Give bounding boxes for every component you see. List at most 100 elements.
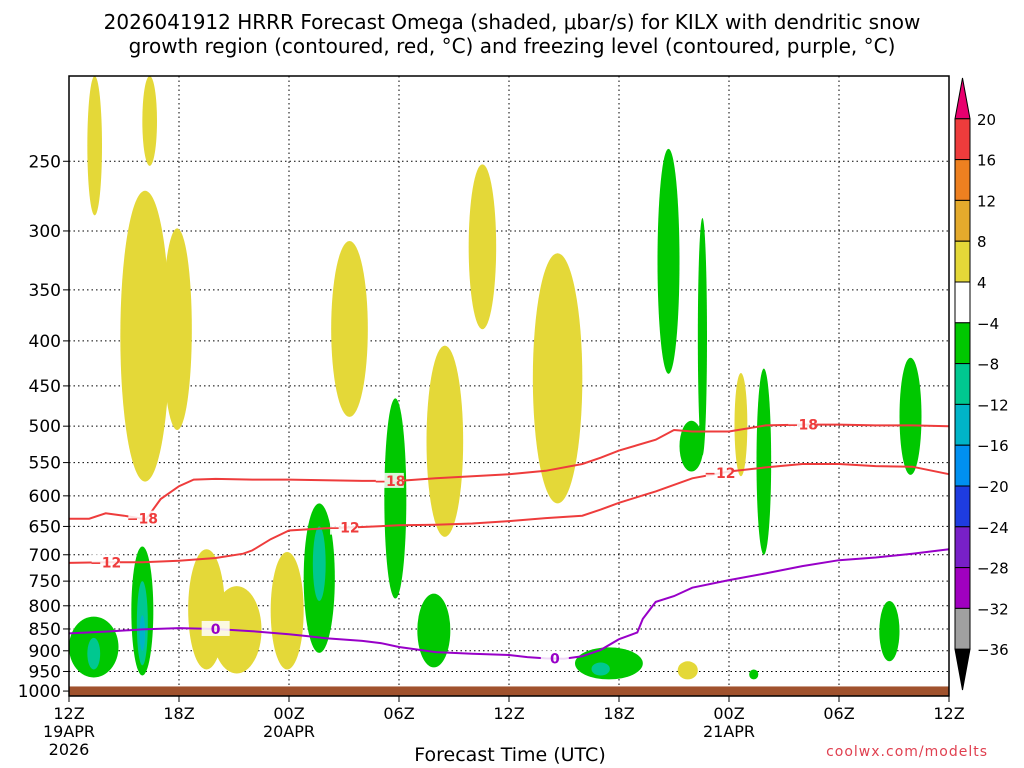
colorbar-tip-top bbox=[954, 77, 971, 120]
dgz-minus12-label-2: −12 bbox=[704, 466, 735, 482]
y-tick-label-350: 350 bbox=[29, 281, 61, 301]
y-tick-label-600: 600 bbox=[29, 487, 61, 507]
x-tick-label-12: 00Z bbox=[273, 704, 304, 723]
omega-area-pos4-5 bbox=[426, 345, 464, 537]
colorbar-label-6: −8 bbox=[977, 356, 999, 374]
colorbar-swatch-3 bbox=[954, 199, 971, 242]
colorbar-label-11: −28 bbox=[977, 560, 1009, 578]
y-tick-label-700: 700 bbox=[29, 546, 61, 566]
dgz-minus18-label-bg-2 bbox=[788, 416, 817, 432]
y-tick-label-250: 250 bbox=[29, 152, 61, 172]
omega-area-neg4-18 bbox=[384, 398, 407, 599]
colorbar-swatch-9 bbox=[954, 444, 971, 487]
x-tick-label-0: 12Z bbox=[53, 704, 84, 723]
omega-area-neg4-19 bbox=[417, 593, 451, 668]
x-tick-label-42: 06Z bbox=[823, 704, 854, 723]
omega-area-neg8-26 bbox=[312, 526, 326, 601]
omega-area-neg4-24 bbox=[749, 669, 759, 680]
omega-area-pos4-12 bbox=[677, 661, 698, 680]
omega-area-pos4-6 bbox=[468, 164, 497, 330]
dgz-minus12-label-0: −12 bbox=[90, 555, 121, 571]
omega-area-neg8-29 bbox=[591, 662, 610, 676]
omega-area-neg4-25 bbox=[879, 600, 900, 662]
x-date-label-0: 19APR bbox=[43, 722, 95, 741]
colorbar-swatch-7 bbox=[954, 363, 971, 405]
y-tick-label-400: 400 bbox=[29, 332, 61, 352]
omega-area-neg4-14 bbox=[679, 420, 704, 472]
ground-surface bbox=[69, 686, 949, 696]
y-tick-label-900: 900 bbox=[29, 642, 61, 662]
dgz-minus18-line bbox=[69, 423, 950, 521]
colorbar-swatch-2 bbox=[954, 159, 971, 201]
colorbar-label-7: −12 bbox=[977, 396, 1009, 414]
dgz-minus12-label-bg-1 bbox=[330, 519, 358, 535]
freezing-level-label-bg-1 bbox=[540, 650, 569, 666]
dgz-minus18-label-bg-1 bbox=[375, 472, 404, 488]
x-year-label: 2026 bbox=[49, 740, 90, 759]
dgz-minus18-label-1: −18 bbox=[374, 474, 405, 490]
omega-area-pos4-3 bbox=[162, 228, 192, 430]
colorbar: 20 16 12 8 4 −4 −8 −12 −16 −20 −24 −28 −32 −36 bbox=[954, 77, 1009, 691]
colorbar-label-1: 16 bbox=[977, 152, 996, 170]
x-tick-label-36: 00Z bbox=[713, 704, 744, 723]
y-axis: 2503003504004505005506006507007508008509… bbox=[18, 152, 69, 702]
omega-area-neg8-28 bbox=[87, 637, 101, 670]
x-tick-label-6: 18Z bbox=[163, 704, 194, 723]
colorbar-swatch-5 bbox=[954, 281, 971, 324]
dgz-minus12-label-1: −12 bbox=[328, 521, 359, 537]
colorbar-label-12: −32 bbox=[977, 600, 1009, 618]
colorbar-label-8: −16 bbox=[977, 437, 1009, 455]
freezing-level-label-bg-0 bbox=[201, 620, 230, 636]
dgz-minus18-label-0: −18 bbox=[127, 512, 158, 528]
y-tick-label-750: 750 bbox=[29, 572, 61, 592]
dgz-minus12-line bbox=[68, 463, 950, 564]
colorbar-label-10: −24 bbox=[977, 519, 1009, 537]
omega-area-pos4-1 bbox=[142, 76, 158, 166]
x-tick-label-48: 12Z bbox=[933, 704, 964, 723]
freezing-level-label-1: 0 bbox=[550, 652, 560, 668]
y-tick-label-300: 300 bbox=[29, 222, 61, 242]
chart-title-line2: growth region (contoured, red, °C) and f… bbox=[128, 34, 896, 58]
y-tick-label-650: 650 bbox=[29, 517, 61, 537]
colorbar-swatch-12 bbox=[954, 567, 971, 609]
dgz-minus18-label-bg-0 bbox=[128, 510, 157, 526]
omega-area-neg4-13 bbox=[697, 217, 708, 456]
y-tick-label-950: 950 bbox=[29, 662, 61, 682]
colorbar-label-0: 20 bbox=[977, 111, 996, 129]
omega-area-pos4-7 bbox=[532, 253, 583, 504]
colorbar-swatch-13 bbox=[954, 607, 971, 650]
y-tick-label-850: 850 bbox=[29, 620, 61, 640]
dgz-minus12-label-bg-2 bbox=[705, 465, 734, 481]
x-tick-label-18: 06Z bbox=[383, 704, 414, 723]
omega-area-neg4-23 bbox=[575, 647, 643, 680]
colorbar-tip-bottom bbox=[954, 648, 971, 691]
omega-area-neg12-30 bbox=[139, 615, 146, 651]
omega-area-neg4-15 bbox=[657, 148, 680, 374]
colorbar-swatch-11 bbox=[954, 526, 971, 569]
colorbar-label-5: −4 bbox=[977, 315, 999, 333]
dgz-minus18-label-2: −18 bbox=[787, 418, 818, 434]
omega-area-neg4-16 bbox=[756, 368, 772, 555]
colorbar-label-4: 4 bbox=[977, 274, 987, 292]
contour-layer: −18 −18 −18 −12 −12 −12 0 0 bbox=[68, 416, 950, 668]
omega-shading-layer bbox=[69, 76, 922, 680]
colorbar-swatch-10 bbox=[954, 485, 971, 528]
omega-area-pos4-10 bbox=[270, 552, 304, 670]
chart-title-line1: 2026041912 HRRR Forecast Omega (shaded, … bbox=[103, 10, 921, 34]
colorbar-swatch-4 bbox=[954, 240, 971, 283]
omega-area-pos4-0 bbox=[87, 76, 102, 216]
freezing-level-label-0: 0 bbox=[211, 622, 221, 638]
y-tick-label-1000: 1000 bbox=[18, 682, 61, 702]
colorbar-label-2: 12 bbox=[977, 192, 996, 210]
omega-area-pos4-4 bbox=[331, 241, 368, 417]
x-tick-label-30: 18Z bbox=[603, 704, 634, 723]
colorbar-swatch-6 bbox=[954, 322, 971, 365]
x-tick-label-24: 12Z bbox=[493, 704, 524, 723]
x-date-label-36: 21APR bbox=[703, 722, 755, 741]
colorbar-label-9: −20 bbox=[977, 478, 1009, 496]
omega-area-pos4-11 bbox=[734, 372, 748, 477]
y-tick-label-500: 500 bbox=[29, 417, 61, 437]
omega-area-pos4-2 bbox=[120, 190, 170, 482]
